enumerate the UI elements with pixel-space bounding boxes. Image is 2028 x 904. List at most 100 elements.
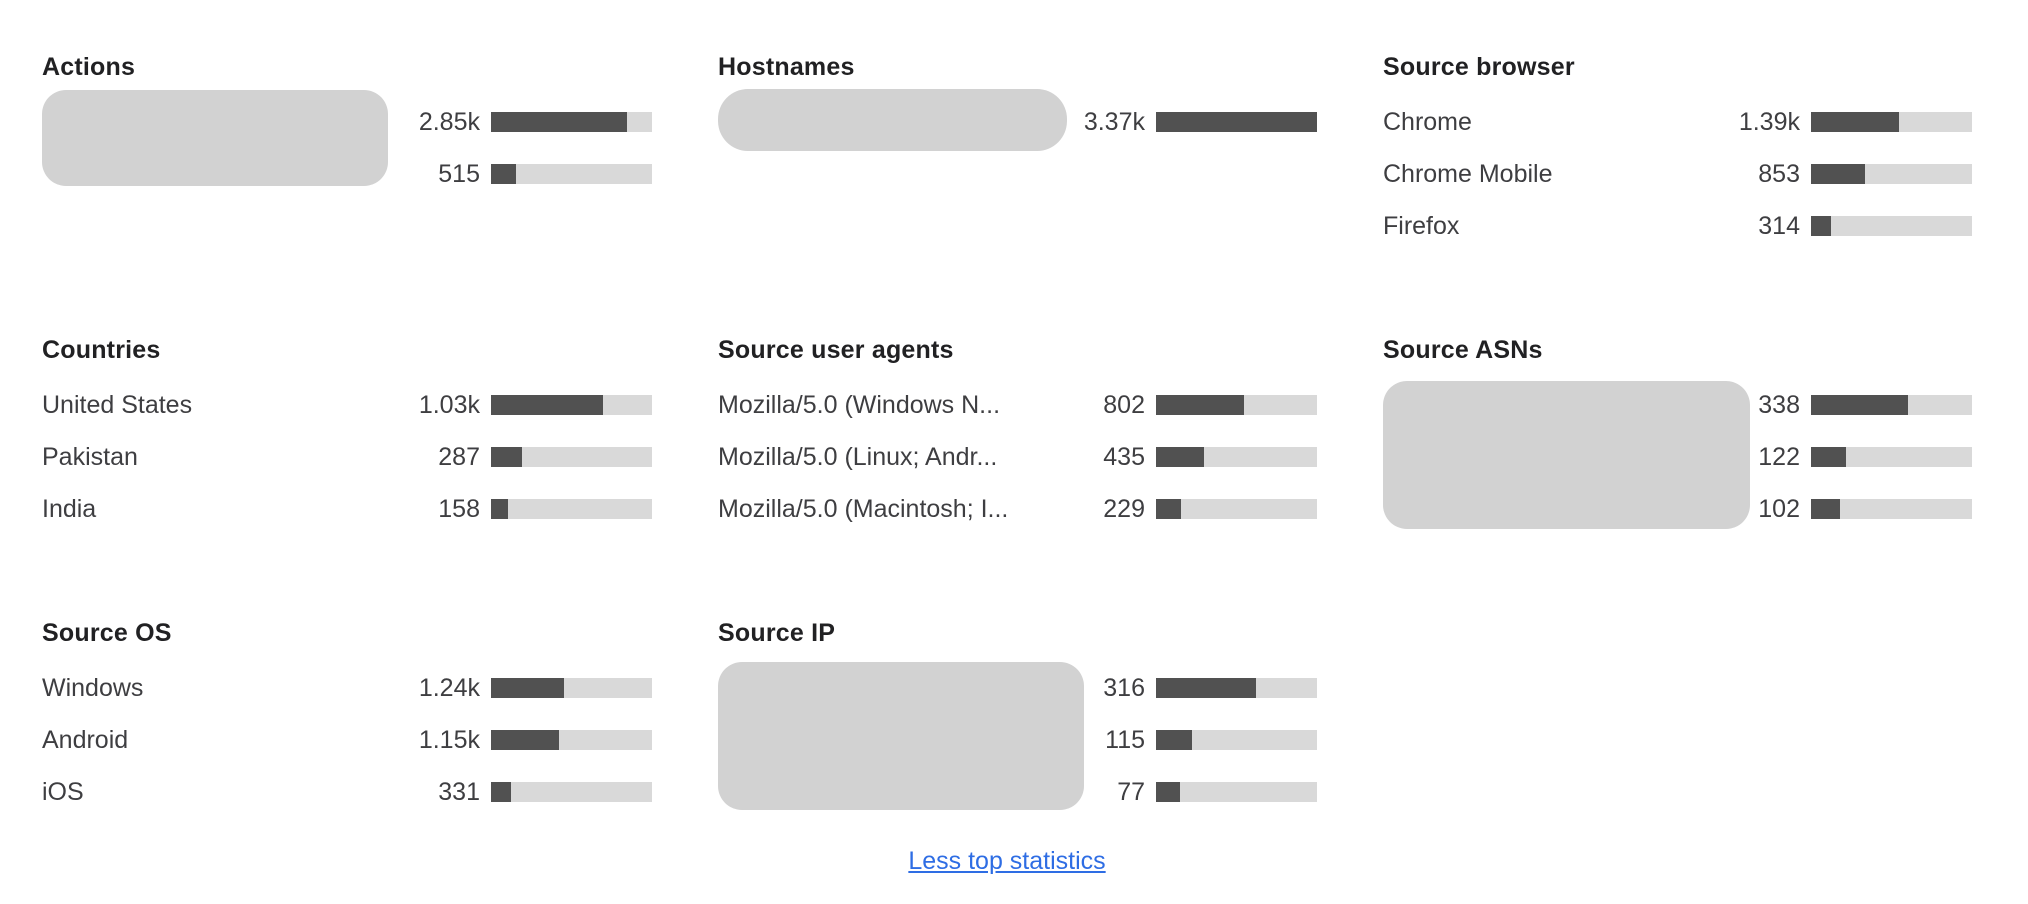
stat-row-value: 1.15k: [418, 725, 480, 754]
stat-section-title: Actions: [42, 53, 136, 81]
stat-section-title: Countries: [42, 336, 161, 364]
stat-bar: [491, 678, 652, 698]
stat-row: Mozilla/5.0 (Linux; Andr... 435: [718, 431, 1317, 483]
stat-row-value: 1.03k: [418, 390, 480, 419]
stat-bar-fill: [1811, 112, 1899, 132]
stat-section-source-browser: Source browser Chrome 1.39k Chrome Mobil…: [1383, 52, 1972, 252]
stat-bar-fill: [1156, 678, 1257, 698]
stat-section-source-os: Source OS Windows 1.24k Android 1.15k iO…: [42, 618, 652, 818]
stat-row: iOS 331: [42, 766, 652, 818]
stat-row: Windows 1.24k: [42, 662, 652, 714]
stat-row-label: Firefox: [1383, 212, 1460, 240]
stat-row: 3.37k: [718, 96, 1317, 148]
stat-row-value: 331: [438, 777, 480, 806]
stat-bar-fill: [491, 782, 511, 802]
stat-row-value: 122: [1758, 442, 1800, 471]
stat-row-value: 77: [1117, 777, 1145, 806]
stat-bar: [1811, 499, 1972, 519]
stat-rows: Chrome 1.39k Chrome Mobile 853 Firefox 3…: [1383, 96, 1972, 252]
stat-rows: Windows 1.24k Android 1.15k iOS 331: [42, 662, 652, 818]
stat-row: Mozilla/5.0 (Windows N... 802: [718, 379, 1317, 431]
stat-row: 77: [718, 766, 1317, 818]
stat-bar: [491, 499, 652, 519]
stat-bar: [491, 395, 652, 415]
stat-row-value: 1.39k: [1738, 107, 1800, 136]
stat-section-title: Source OS: [42, 619, 172, 647]
stat-bar-fill: [491, 164, 516, 184]
stat-section-actions: Actions 2.85k 515: [42, 52, 652, 252]
stat-row-value: 435: [1103, 442, 1145, 471]
stat-row: 122: [1383, 431, 1972, 483]
stat-row-value: 158: [438, 494, 480, 523]
stat-row: Chrome 1.39k: [1383, 96, 1972, 148]
stat-bar: [1156, 447, 1317, 467]
stat-bar-fill: [1811, 216, 1831, 236]
stat-bar-fill: [491, 447, 523, 467]
redacted-labels-box: [42, 90, 388, 186]
stat-section-title: Source ASNs: [1383, 336, 1543, 364]
stat-bar-fill: [491, 395, 604, 415]
stat-row-label: Mozilla/5.0 (Linux; Andr...: [718, 443, 998, 471]
stat-bar-fill: [1156, 730, 1193, 750]
stat-bar: [491, 447, 652, 467]
redacted-labels-box: [718, 662, 1084, 810]
stat-bar: [1811, 216, 1972, 236]
stat-bar: [1156, 395, 1317, 415]
stat-bar: [491, 164, 652, 184]
stat-row: Firefox 314: [1383, 200, 1972, 252]
stat-section-title: Hostnames: [718, 53, 855, 81]
stat-row-label: Windows: [42, 674, 144, 702]
redacted-labels-box: [718, 89, 1067, 151]
stat-row-value: 2.85k: [418, 107, 480, 136]
stat-row-value: 802: [1103, 390, 1145, 419]
stat-bar: [1156, 499, 1317, 519]
stat-row-value: 316: [1103, 673, 1145, 702]
stat-bar-fill: [491, 499, 509, 519]
stat-row-label: Chrome Mobile: [1383, 160, 1553, 188]
stat-row-value: 287: [438, 442, 480, 471]
stat-row-value: 3.37k: [1083, 107, 1145, 136]
stat-rows: 3.37k: [718, 89, 1317, 151]
stat-section-title: Source user agents: [718, 336, 954, 364]
stat-row: Android 1.15k: [42, 714, 652, 766]
stat-section-title: Source IP: [718, 619, 836, 647]
stat-row-value: 515: [438, 159, 480, 188]
stat-bar: [491, 782, 652, 802]
stat-bar-fill: [1811, 447, 1846, 467]
stat-row-label: Mozilla/5.0 (Macintosh; I...: [718, 495, 1009, 523]
stat-bar: [1811, 447, 1972, 467]
stat-row-label: India: [42, 495, 97, 523]
stat-bar-fill: [1811, 164, 1865, 184]
stat-row-value: 115: [1105, 725, 1145, 754]
stat-row-value: 102: [1758, 494, 1800, 523]
stat-row: 102: [1383, 483, 1972, 535]
stat-bar-fill: [491, 730, 560, 750]
stat-bar-fill: [1156, 112, 1317, 132]
stat-row: India 158: [42, 483, 652, 535]
stat-bar-fill: [1156, 447, 1204, 467]
stat-row-value: 229: [1103, 494, 1145, 523]
stat-bar: [1156, 678, 1317, 698]
stat-section-hostnames: Hostnames 3.37k: [718, 52, 1317, 252]
stat-bar: [1811, 395, 1972, 415]
stat-bar-fill: [491, 112, 628, 132]
stat-row: 2.85k: [42, 96, 652, 148]
stat-section-title: Source browser: [1383, 53, 1575, 81]
footer: Less top statistics: [42, 846, 1972, 876]
stat-section-source-asns: Source ASNs 338 122 102: [1383, 335, 1972, 535]
stat-bar-fill: [1156, 395, 1245, 415]
stat-row-label: Android: [42, 726, 129, 754]
stat-bar: [1156, 112, 1317, 132]
stat-row-label: Chrome: [1383, 108, 1472, 136]
redacted-labels-box: [1383, 381, 1750, 529]
stat-row: Pakistan 287: [42, 431, 652, 483]
stat-row: 338: [1383, 379, 1972, 431]
stat-bar: [1156, 782, 1317, 802]
stat-bar-fill: [1156, 782, 1181, 802]
stat-row-label: United States: [42, 391, 193, 419]
stat-row-value: 338: [1758, 390, 1800, 419]
stat-row: 115: [718, 714, 1317, 766]
stat-row: Mozilla/5.0 (Macintosh; I... 229: [718, 483, 1317, 535]
stat-row-label: Mozilla/5.0 (Windows N...: [718, 391, 1001, 419]
less-top-statistics-link[interactable]: Less top statistics: [908, 847, 1106, 875]
